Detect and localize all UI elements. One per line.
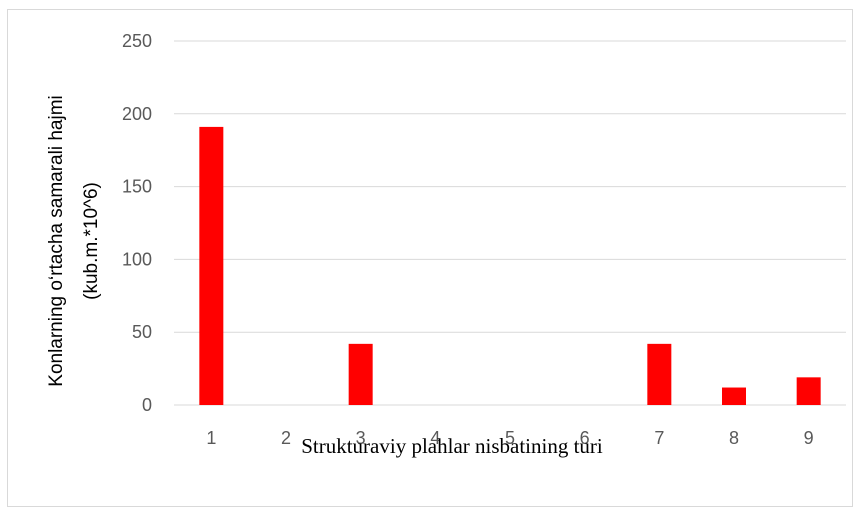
x-tick-label: 1 (206, 428, 216, 448)
x-tick-label: 8 (729, 428, 739, 448)
y-axis-ticks: 0 50 100 150 200 250 (122, 31, 152, 415)
y-tick-label: 250 (122, 31, 152, 51)
y-tick-label: 200 (122, 104, 152, 124)
x-tick-label: 3 (356, 428, 366, 448)
x-tick-label: 2 (281, 428, 291, 448)
y-tick-label: 50 (132, 322, 152, 342)
y-tick-label: 0 (142, 395, 152, 415)
x-tick-label: 4 (430, 428, 440, 448)
y-tick-label: 150 (122, 177, 152, 197)
y-tick-label: 100 (122, 249, 152, 269)
bar-9 (796, 377, 821, 405)
x-axis-label: Strukturaviy plahlar nisbatining turi (301, 434, 603, 458)
x-tick-label: 5 (505, 428, 515, 448)
gridlines (174, 40, 846, 406)
bar-8 (722, 387, 746, 405)
chart-frame (7, 9, 853, 507)
bars (199, 126, 821, 406)
x-tick-label: 9 (804, 428, 814, 448)
x-axis-ticks: 1 2 3 4 5 6 7 8 9 (206, 428, 813, 448)
bar-3 (348, 343, 373, 405)
bar-7 (647, 343, 672, 405)
x-tick-label: 7 (654, 428, 664, 448)
x-tick-label: 6 (580, 428, 590, 448)
bar-1 (199, 126, 224, 406)
y-axis-label-line-1: Konlarning o‘rtacha samarali hajmi (46, 95, 67, 386)
y-axis-label-line-2: (kub.m.*10^6) (81, 182, 102, 300)
